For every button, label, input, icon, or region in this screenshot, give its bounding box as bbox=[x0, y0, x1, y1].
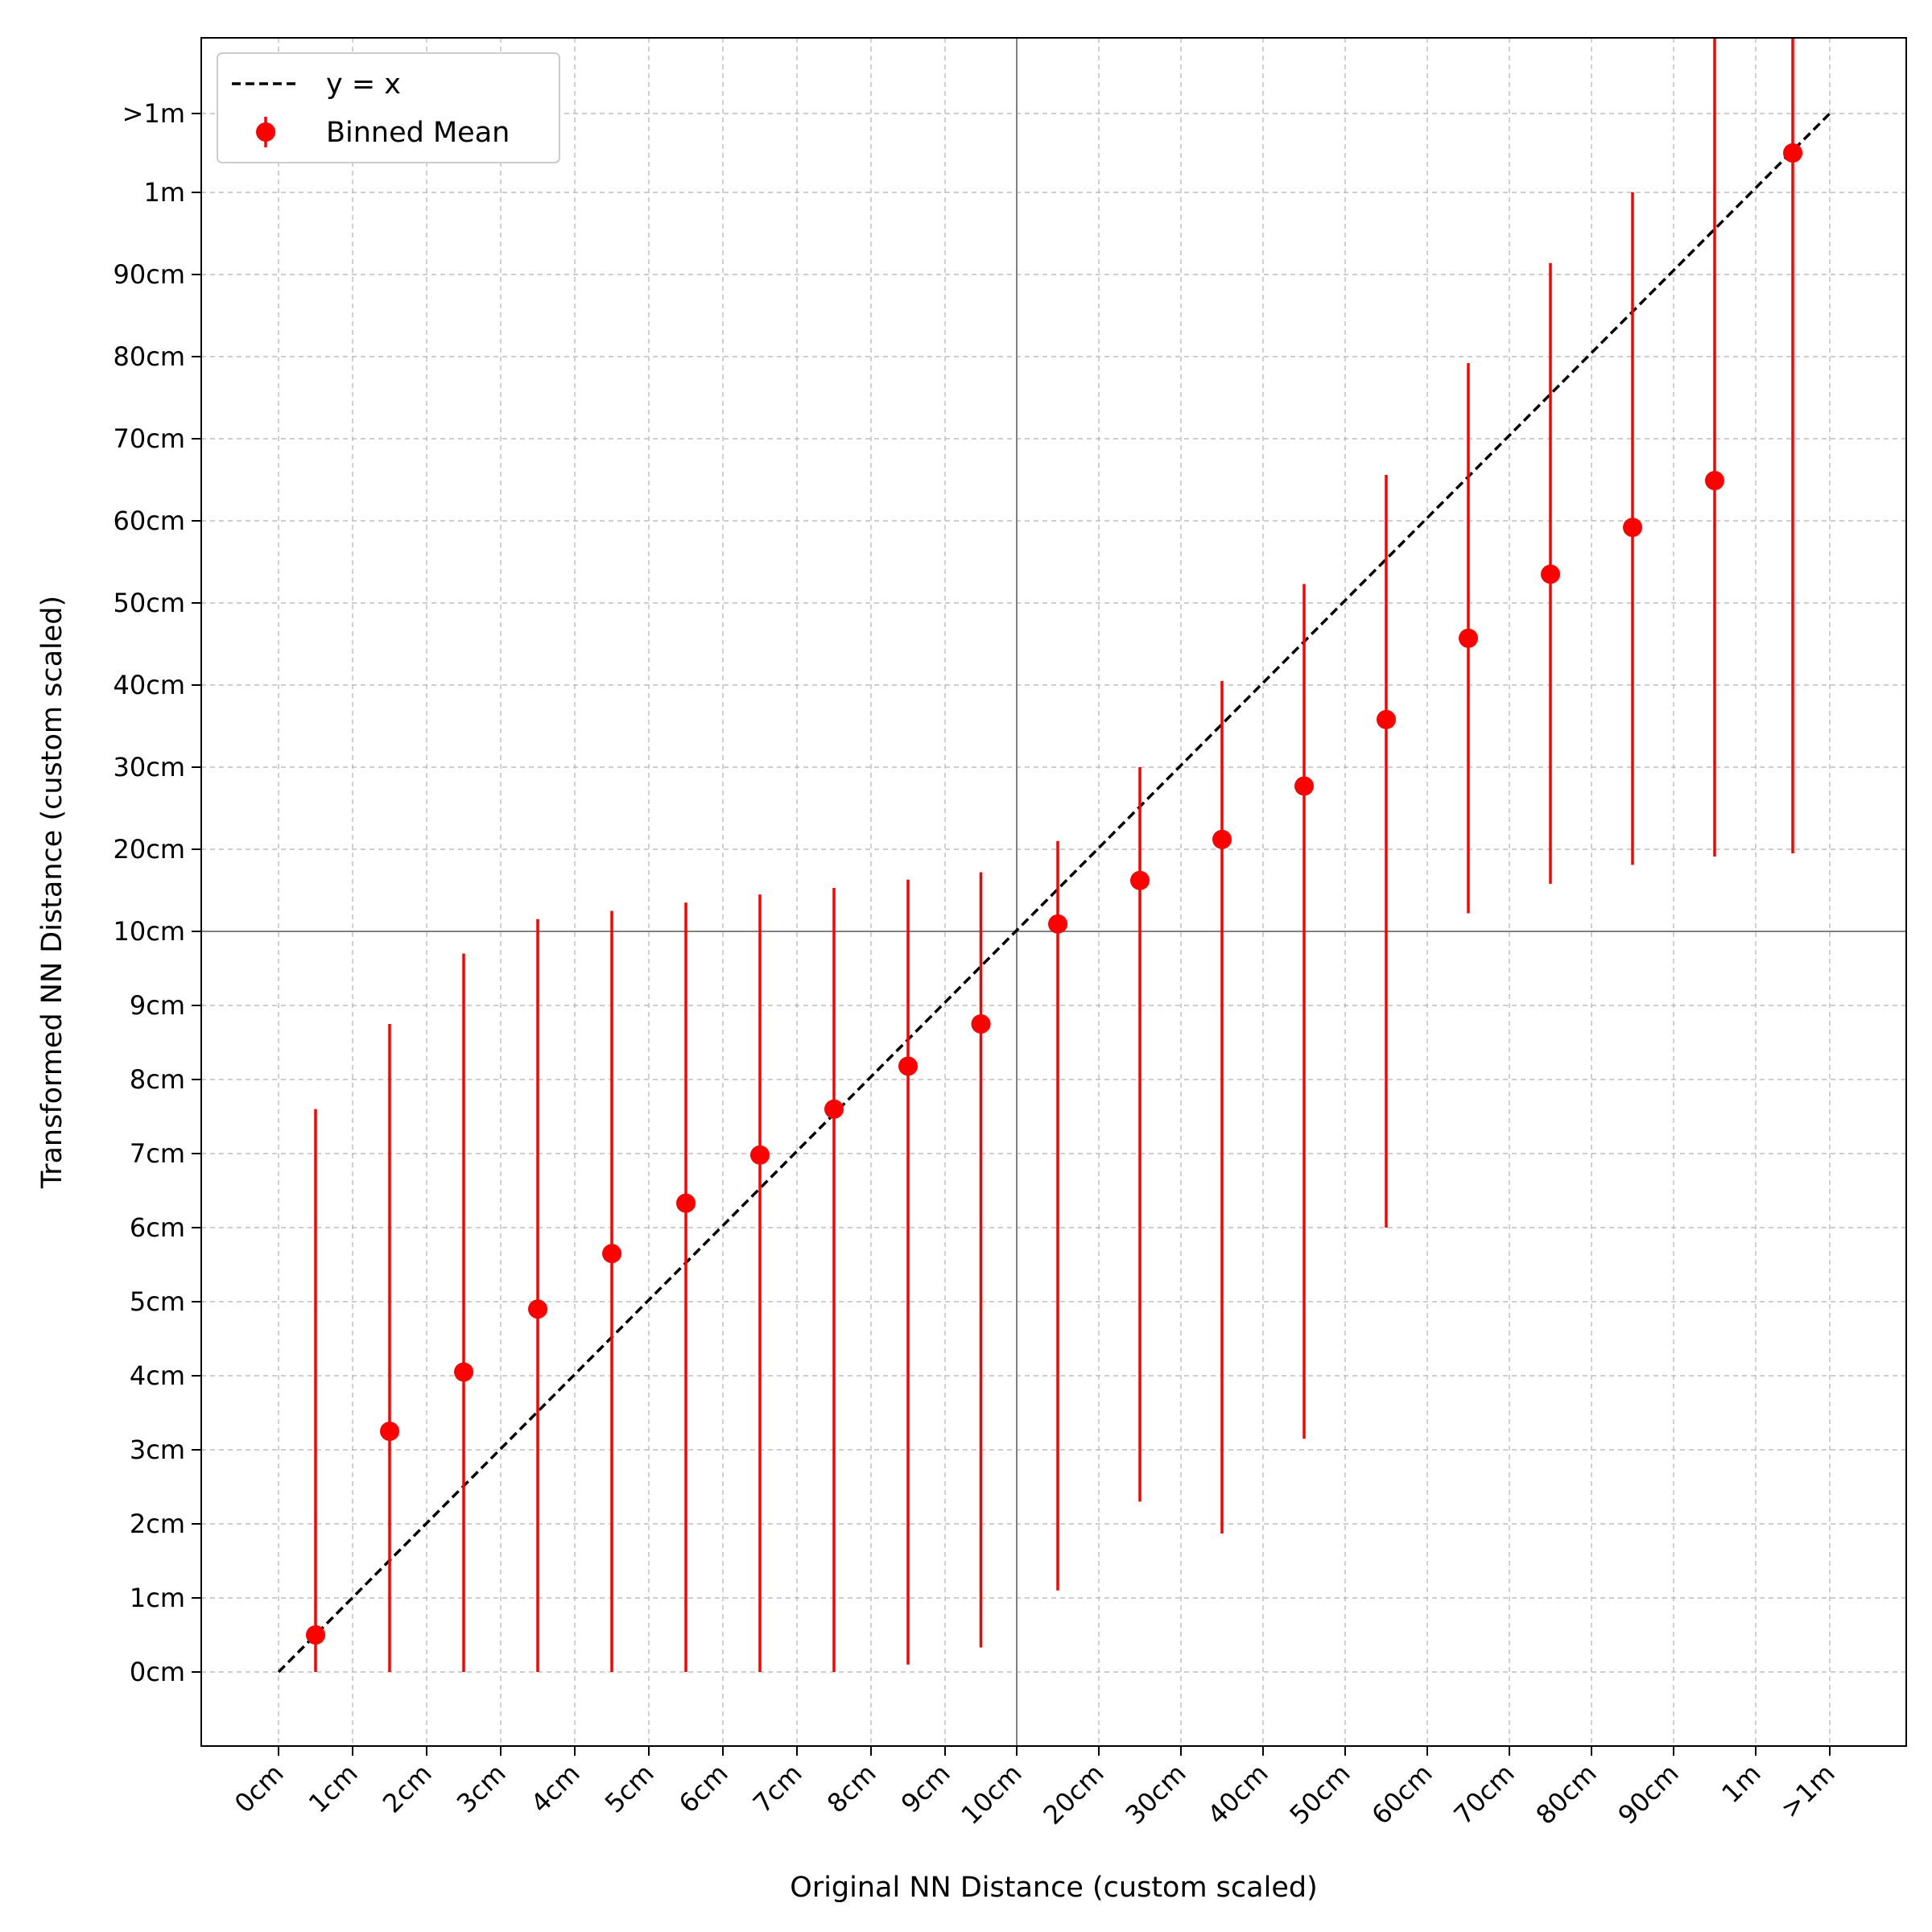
binned-mean-point bbox=[971, 1014, 991, 1034]
binned-mean-point bbox=[380, 1422, 399, 1441]
binned-mean-point bbox=[1705, 471, 1724, 491]
binned-mean-point bbox=[306, 1625, 325, 1645]
y-tick-label: 50cm bbox=[114, 588, 185, 618]
y-tick-label: 20cm bbox=[114, 834, 185, 865]
binned-mean-point bbox=[676, 1193, 696, 1213]
binned-mean-point bbox=[454, 1362, 473, 1382]
y-tick-label: 2cm bbox=[130, 1509, 185, 1539]
y-tick-label: 4cm bbox=[130, 1360, 185, 1391]
y-tick-label: 9cm bbox=[130, 990, 185, 1021]
legend-box bbox=[217, 52, 560, 163]
plot-frame bbox=[200, 37, 1907, 1747]
binned-mean-point bbox=[824, 1099, 844, 1119]
binned-mean-point bbox=[1623, 518, 1642, 538]
binned-mean-point bbox=[602, 1244, 621, 1264]
legend-label-yx: y = x bbox=[326, 68, 401, 101]
legend-swatch-binned-mean-marker bbox=[256, 122, 275, 142]
y-tick-label: 1cm bbox=[130, 1583, 185, 1613]
binned-mean-point bbox=[1048, 914, 1067, 934]
y-tick-label: 40cm bbox=[114, 670, 185, 700]
y-axis-ticks: 0cm 1cm 2cm 3cm 4cm 5cm 6cm 7cm 8cm 9cm 10cm 20cm 30… bbox=[114, 98, 201, 1687]
x-axis-title: Original NN Distance (custom scaled) bbox=[790, 1872, 1317, 1904]
binned-mean-point bbox=[750, 1145, 770, 1165]
series-line-y-equals-x bbox=[277, 112, 1831, 1674]
y-tick-label: 1m bbox=[143, 177, 185, 208]
legend-label-binned-mean: Binned Mean bbox=[326, 117, 510, 149]
binned-mean-point bbox=[1294, 776, 1314, 796]
y-tick-label: 8cm bbox=[130, 1064, 185, 1095]
y-tick-label: 70cm bbox=[114, 423, 185, 454]
y-tick-label: 7cm bbox=[130, 1138, 185, 1169]
binned-mean-point bbox=[1377, 709, 1396, 729]
y-tick-label: 30cm bbox=[114, 752, 185, 782]
y-tick-label: 5cm bbox=[130, 1286, 185, 1317]
binned-mean-point bbox=[1212, 829, 1232, 849]
y-axis-title: Transformed NN Distance (custom scaled) bbox=[36, 596, 68, 1189]
y-tick-label: 10cm bbox=[114, 916, 185, 947]
binned-mean-point bbox=[898, 1056, 918, 1076]
y-tick-label: 6cm bbox=[130, 1212, 185, 1243]
binned-mean-point bbox=[528, 1299, 547, 1319]
y-tick-label: >1m bbox=[122, 98, 185, 129]
binned-mean-point bbox=[1130, 870, 1150, 890]
y-tick-label: 80cm bbox=[114, 341, 185, 372]
y-tick-label: 60cm bbox=[114, 506, 185, 536]
binned-mean-point bbox=[1459, 628, 1478, 648]
binned-mean-point bbox=[1541, 564, 1560, 584]
legend: y = x Binned Mean bbox=[217, 52, 560, 163]
y-tick-label: 0cm bbox=[130, 1657, 185, 1687]
binned-mean-point bbox=[1783, 143, 1802, 163]
series-layer bbox=[277, 38, 1831, 1674]
y-tick-label: 3cm bbox=[130, 1435, 185, 1465]
y-tick-label: 90cm bbox=[114, 259, 185, 290]
